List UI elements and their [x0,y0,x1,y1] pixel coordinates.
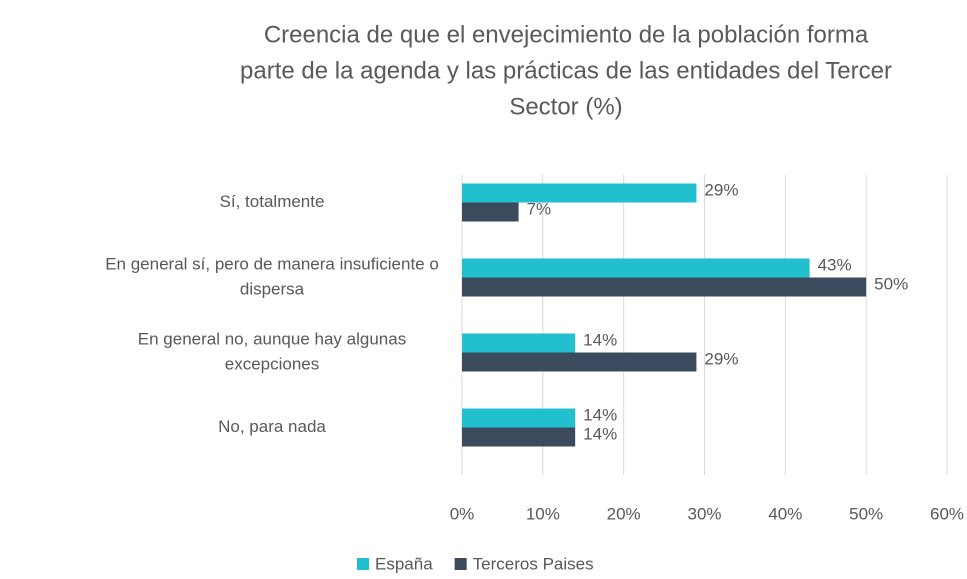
data-label: 14% [583,424,617,443]
bar [462,202,519,222]
y-tick-label: En general sí, pero de manera insuficien… [105,254,439,273]
data-label: 7% [527,199,552,218]
y-tick-label: En general no, aunque hay algunas [138,329,406,348]
data-label: 50% [874,274,908,293]
data-label: 14% [583,405,617,424]
legend-swatch [454,558,467,570]
x-tick-label: 40% [768,504,802,523]
y-tick-label: dispersa [240,279,305,298]
bar [462,183,697,203]
legend-label: Terceros Paises [473,554,594,573]
x-tick-label: 20% [607,504,641,523]
legend-label: España [375,554,433,573]
bar [462,408,576,428]
bar [462,427,576,447]
bar [462,333,576,353]
legend-swatch [357,558,369,570]
data-label: 43% [818,255,852,274]
x-tick-label: 10% [526,504,560,523]
bar [462,277,867,297]
data-label: 29% [704,349,738,368]
x-tick-label: 50% [849,504,883,523]
chart-title: Sector (%) [509,93,622,120]
y-tick-label: excepciones [225,354,320,373]
chart-title: Creencia de que el envejecimiento de la … [264,21,869,48]
y-tick-label: Sí, totalmente [220,192,325,211]
data-label: 14% [583,330,617,349]
bar [462,258,810,278]
chart-title: parte de la agenda y las prácticas de la… [240,57,892,84]
x-tick-label: 0% [450,504,475,523]
data-label: 29% [704,180,738,199]
x-tick-label: 30% [687,504,721,523]
x-tick-label: 60% [930,504,964,523]
bar [462,352,697,372]
y-tick-label: No, para nada [218,417,326,436]
